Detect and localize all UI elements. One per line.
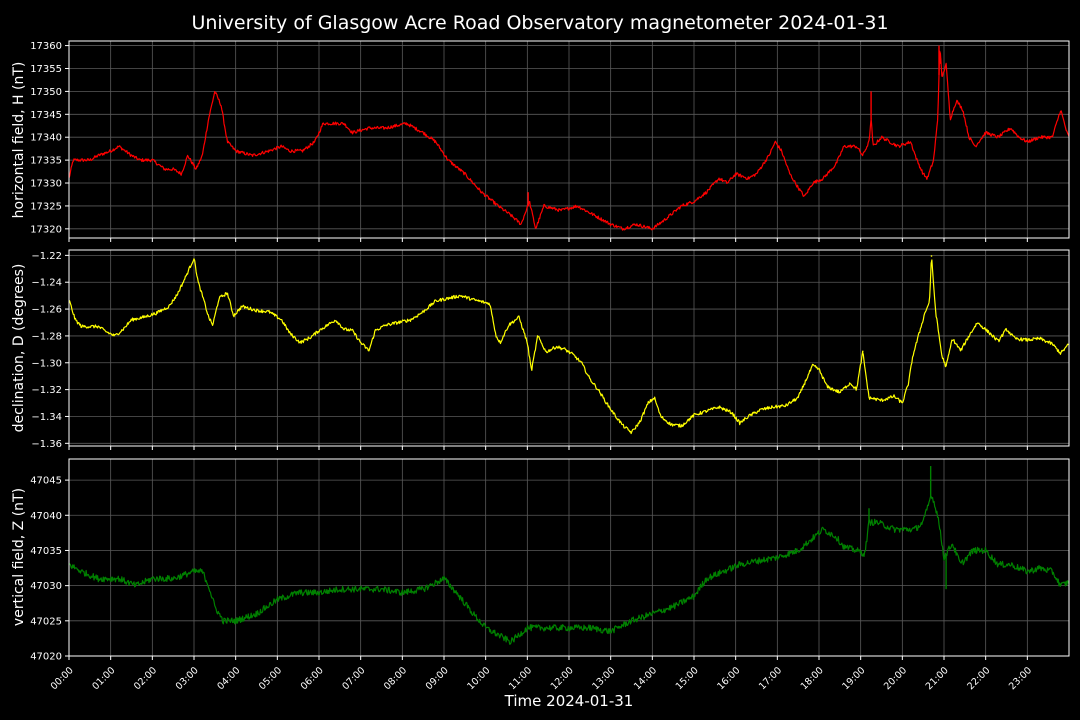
y-tick-label: 17335 — [30, 156, 62, 167]
axes-frame — [68, 249, 1070, 447]
x-axis-label: Time 2024-01-31 — [504, 692, 634, 710]
series-line-z — [68, 495, 1070, 645]
y-tick-label: 47025 — [30, 616, 62, 627]
y-tick-label: −1.32 — [31, 385, 62, 396]
y-tick-label: −1.26 — [31, 305, 62, 316]
series-line-d — [68, 258, 1070, 435]
series-line-h — [68, 50, 1070, 231]
y-tick-label: 17355 — [30, 64, 62, 75]
y-tick-label: −1.34 — [31, 412, 62, 423]
y-tick-label: 17360 — [30, 41, 62, 52]
y-tick-label: 47040 — [30, 511, 62, 522]
y-tick-label: 17345 — [30, 110, 62, 121]
y-tick-label: 17350 — [30, 87, 62, 98]
y-tick-label: 17320 — [30, 224, 62, 235]
y-tick-label: 17325 — [30, 201, 62, 212]
ylabel-h: horizontal field, H (nT) — [11, 62, 27, 219]
y-tick-label: −1.28 — [31, 331, 62, 342]
y-tick-label: −1.22 — [31, 251, 62, 262]
panel-d: declination, D (degrees) −1.36 −1.34 −1.32… — [11, 249, 1070, 450]
y-tick-label: 17340 — [30, 133, 62, 144]
y-tick-label: 47030 — [30, 581, 62, 592]
ylabel-d: declination, D (degrees) — [11, 264, 27, 433]
axes-frame — [68, 458, 1070, 657]
panel-h: horizontal field, H (nT) 17320 17325 17330… — [11, 40, 1070, 242]
y-tick-label: 17330 — [30, 179, 62, 190]
ylabel-z: vertical field, Z (nT) — [11, 488, 27, 626]
y-tick-label: −1.36 — [31, 439, 62, 450]
chart-title: University of Glasgow Acre Road Observat… — [191, 12, 888, 34]
y-tick-label: −1.30 — [31, 358, 62, 369]
y-tick-label: −1.24 — [31, 278, 62, 289]
y-tick-label: 47020 — [30, 652, 62, 663]
y-tick-label: 47035 — [30, 546, 62, 557]
y-tick-label: 47045 — [30, 476, 62, 487]
axes-frame — [68, 40, 1070, 239]
